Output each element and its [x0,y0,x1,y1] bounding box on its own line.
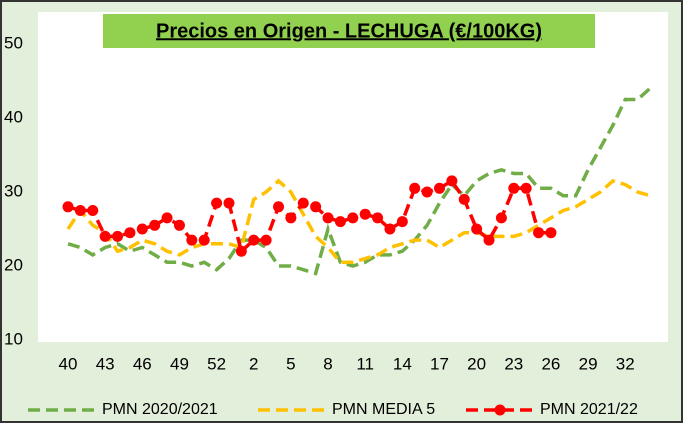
series-marker [248,234,260,246]
series-marker [149,219,161,231]
y-tick-label: 30 [4,181,23,200]
series-marker [297,197,309,209]
series-line [67,178,551,255]
series-marker [334,216,346,228]
series-marker [124,227,136,239]
series-marker [372,212,384,224]
series-line [67,87,652,276]
x-tick-label: 14 [393,354,412,373]
x-tick-label: 29 [579,354,598,373]
title-box [103,14,595,48]
legend-label: PMN MEDIA 5 [332,401,435,418]
series-marker [74,205,86,216]
legend-marker [494,404,506,416]
chart-title: Precios en Origen - LECHUGA (€/100KG) [156,20,542,42]
series-marker [508,182,520,194]
series-marker [260,234,272,246]
series-marker [409,182,421,194]
x-tick-label: 11 [356,354,374,373]
series-marker [384,223,396,235]
series-marker [495,212,507,224]
series-marker [545,227,557,239]
y-tick-label: 20 [4,255,23,274]
series-marker [161,212,173,224]
series-marker [285,212,297,224]
x-tick-label: 43 [96,354,115,373]
legend-label: PMN 2021/22 [540,401,638,418]
x-tick-label: 52 [207,354,226,373]
series-marker [173,219,185,231]
series-marker [112,230,124,242]
series-marker [433,182,445,194]
series-marker [198,234,210,246]
series-marker [211,197,223,209]
series-marker [446,175,458,187]
x-tick-label: 32 [616,354,635,373]
series-marker [458,193,470,205]
series-marker [310,201,322,213]
series-marker [520,182,532,194]
series-marker [347,212,359,224]
x-tick-label: 5 [286,354,295,373]
x-tick-label: 40 [59,354,78,373]
series-marker [235,245,247,257]
series-marker [99,230,111,242]
x-tick-label: 20 [467,354,486,373]
y-tick-label: 50 [4,33,23,52]
series-marker [62,201,74,213]
x-tick-label: 17 [430,354,449,373]
series-marker [421,186,433,198]
series-marker [533,227,545,239]
x-tick-label: 46 [133,354,152,373]
y-tick-label: 40 [4,107,23,126]
series-line [66,178,651,265]
x-tick-label: 8 [323,354,332,373]
series-marker [483,234,495,246]
series-marker [359,208,371,220]
series-marker [87,205,99,216]
x-tick-label: 23 [504,354,523,373]
series-marker [471,223,483,235]
series-marker [273,201,285,213]
series-marker [396,216,408,228]
legend-label: PMN 2020/2021 [102,401,218,418]
series-marker [322,212,334,224]
series-marker [136,223,148,235]
plot-area [38,12,668,342]
x-tick-label: 2 [249,354,258,373]
x-tick-label: 49 [170,354,189,373]
series-marker [223,197,235,209]
x-tick-label: 26 [541,354,560,373]
series-marker [186,234,198,246]
y-tick-label: 10 [4,329,23,348]
